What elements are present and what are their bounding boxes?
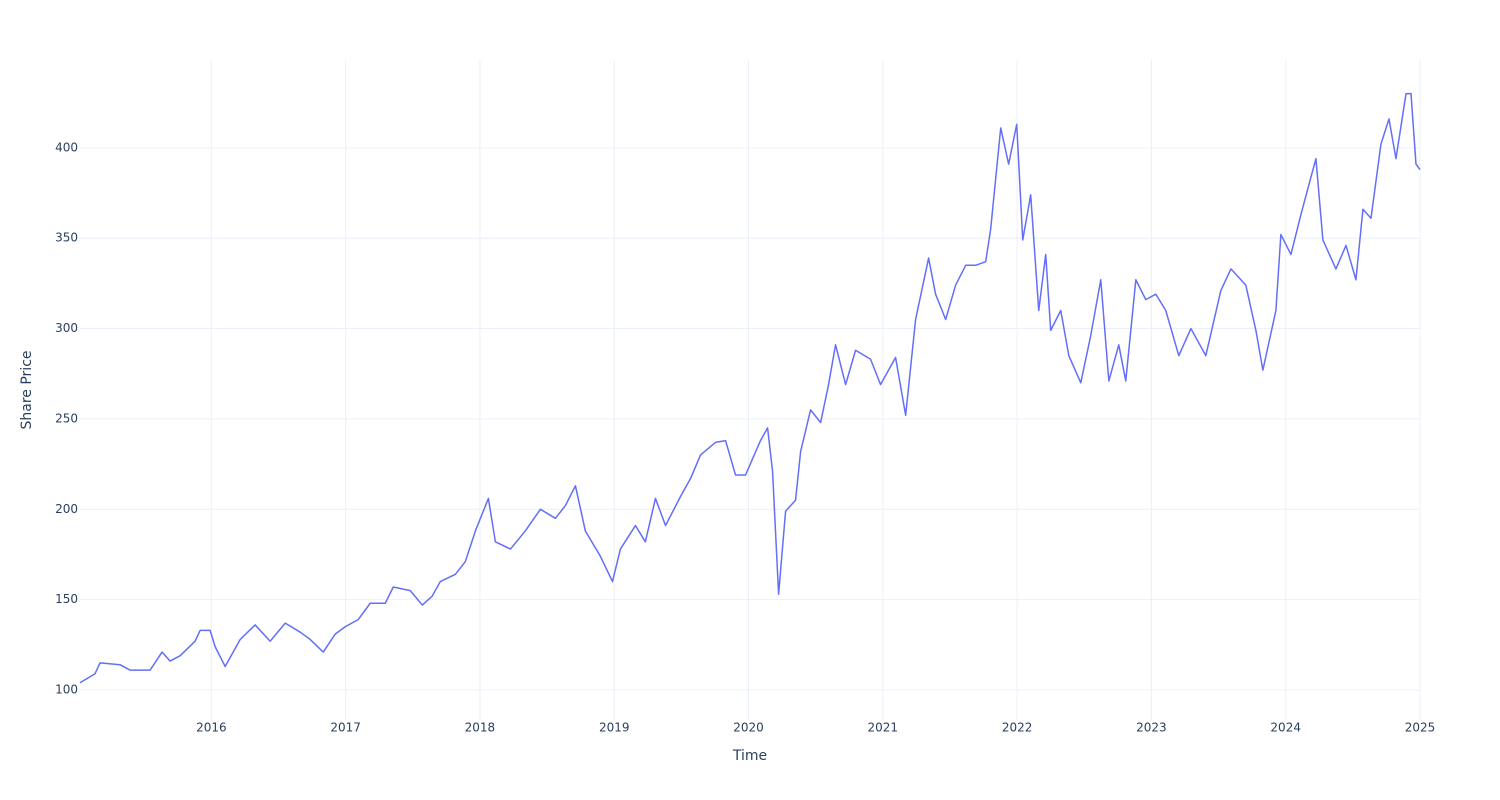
y-tick-label: 300 (55, 321, 78, 335)
y-tick-label: 350 (55, 231, 78, 245)
x-tick-label: 2017 (330, 721, 361, 735)
x-tick-label: 2024 (1270, 721, 1301, 735)
y-axis-title: Share Price (19, 350, 35, 429)
y-tick-label: 150 (55, 592, 78, 606)
x-tick-label: 2022 (1002, 721, 1033, 735)
x-axis-title: Time (732, 748, 767, 764)
y-tick-label: 200 (55, 502, 78, 516)
y-tick-label: 250 (55, 411, 78, 425)
x-tick-label: 2019 (599, 721, 630, 735)
x-tick-label: 2021 (868, 721, 899, 735)
price-line (79, 92, 1421, 684)
x-tick-label: 2016 (196, 721, 227, 735)
x-tick-label: 2025 (1405, 721, 1436, 735)
x-tick-label: 2020 (733, 721, 764, 735)
x-tick-label: 2023 (1136, 721, 1167, 735)
x-tick-label: 2018 (465, 721, 496, 735)
y-tick-label: 100 (55, 683, 78, 697)
y-tick-label: 400 (55, 140, 78, 154)
